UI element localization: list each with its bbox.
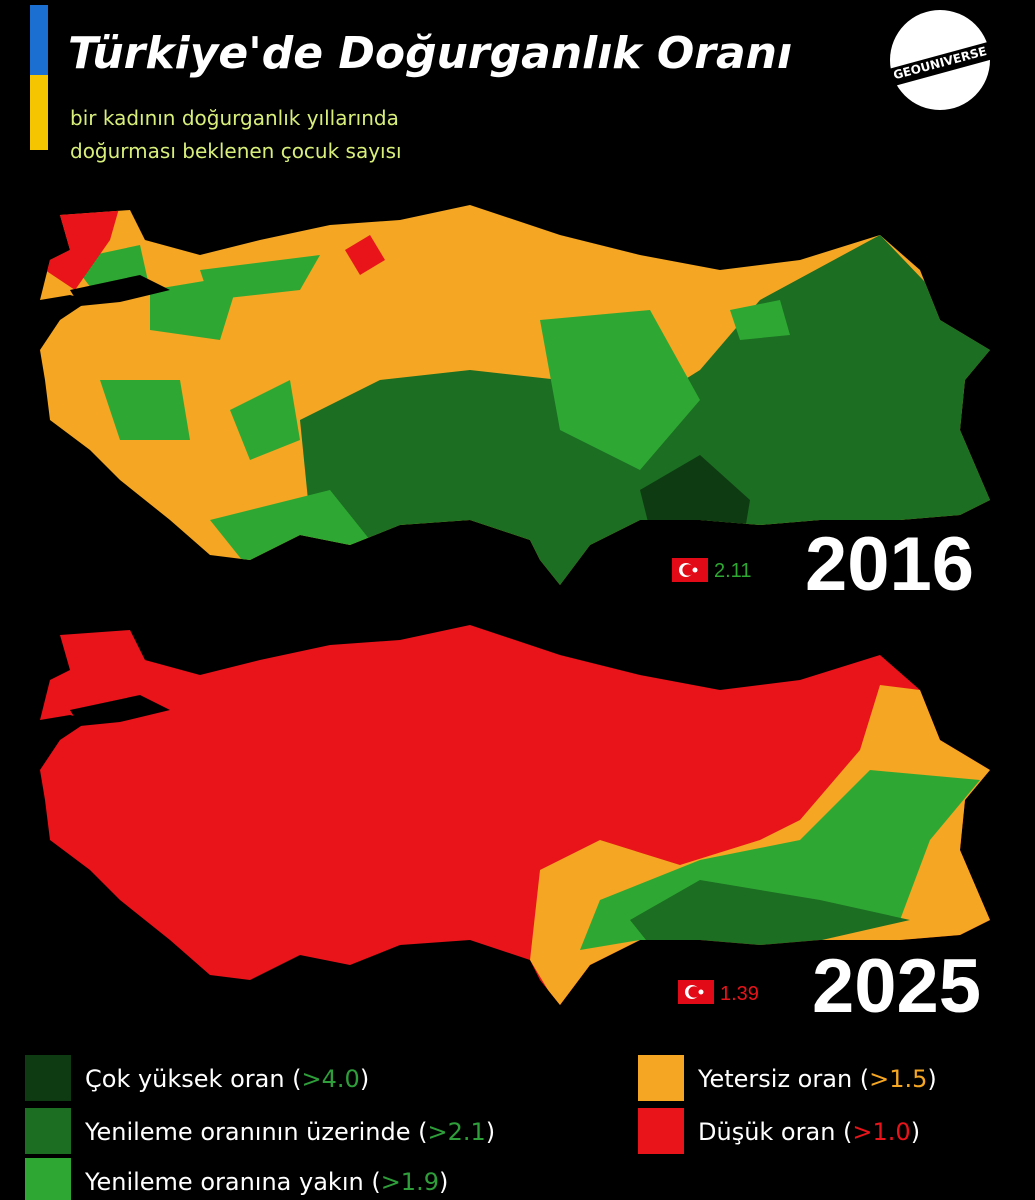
legend-swatch — [638, 1055, 684, 1101]
region — [100, 380, 190, 440]
national-rate: 1.39 — [720, 983, 759, 1005]
legend-text: ) — [360, 1065, 369, 1093]
region — [730, 300, 790, 340]
region — [345, 235, 385, 275]
year: 2016 — [805, 522, 974, 607]
legend-text: Düşük oran ( — [698, 1118, 852, 1146]
subtitle: bir kadının doğurganlık yıllarında — [70, 106, 399, 130]
legend-text: Yetersiz oran ( — [697, 1065, 869, 1093]
region — [200, 255, 320, 300]
region — [230, 380, 300, 460]
legend-text: Çok yüksek oran ( — [85, 1065, 302, 1093]
region — [640, 455, 750, 530]
sea — [70, 275, 170, 306]
legend-text: ) — [439, 1168, 448, 1196]
region — [540, 310, 700, 470]
legend-swatch — [25, 1108, 71, 1154]
region — [630, 880, 910, 945]
legend-label: Yenileme oranının üzerinde (>2.1) — [84, 1118, 495, 1146]
legend-swatch — [25, 1055, 71, 1101]
legend-label: Çok yüksek oran (>4.0) — [85, 1065, 369, 1093]
legend-text: >1.9 — [381, 1168, 439, 1196]
logo-band — [885, 40, 997, 88]
national-rate: 2.11 — [714, 560, 751, 582]
flag-stripe-yellow — [30, 75, 48, 150]
legend-text: ) — [911, 1118, 920, 1146]
subtitle: doğurması beklenen çocuk sayısı — [70, 139, 402, 163]
crescent — [688, 986, 700, 998]
legend-text: Yenileme oranının üzerinde ( — [84, 1118, 428, 1146]
logo: GEOUNIVERSE — [885, 10, 997, 110]
sea — [70, 695, 170, 726]
crescent — [682, 564, 694, 576]
flag-icon — [672, 558, 708, 582]
legend-text: >2.1 — [428, 1118, 486, 1146]
legend: Çok yüksek oran (>4.0)Yenileme oranının … — [25, 1055, 937, 1200]
flag-stripe-blue — [30, 5, 48, 75]
star — [692, 567, 698, 573]
legend-label: Yenileme oranına yakın (>1.9) — [84, 1168, 448, 1196]
title: Türkiye'de Doğurganlık Oranı — [68, 28, 792, 79]
legend-label: Yetersiz oran (>1.5) — [697, 1065, 937, 1093]
flag-icon — [678, 980, 714, 1004]
legend-swatch — [25, 1158, 71, 1200]
legend-text: Yenileme oranına yakın ( — [84, 1168, 381, 1196]
legend-text: >1.0 — [852, 1118, 910, 1146]
legend-swatch — [638, 1108, 684, 1154]
map-2016: 2.11 2016 — [40, 205, 990, 607]
legend-text: >4.0 — [302, 1065, 360, 1093]
legend-text: >1.5 — [869, 1065, 927, 1093]
legend-text: ) — [486, 1118, 495, 1146]
legend-text: ) — [927, 1065, 936, 1093]
map-2025: 1.39 2025 — [40, 625, 990, 1029]
star — [698, 989, 704, 995]
year: 2025 — [812, 944, 981, 1029]
legend-label: Düşük oran (>1.0) — [698, 1118, 920, 1146]
